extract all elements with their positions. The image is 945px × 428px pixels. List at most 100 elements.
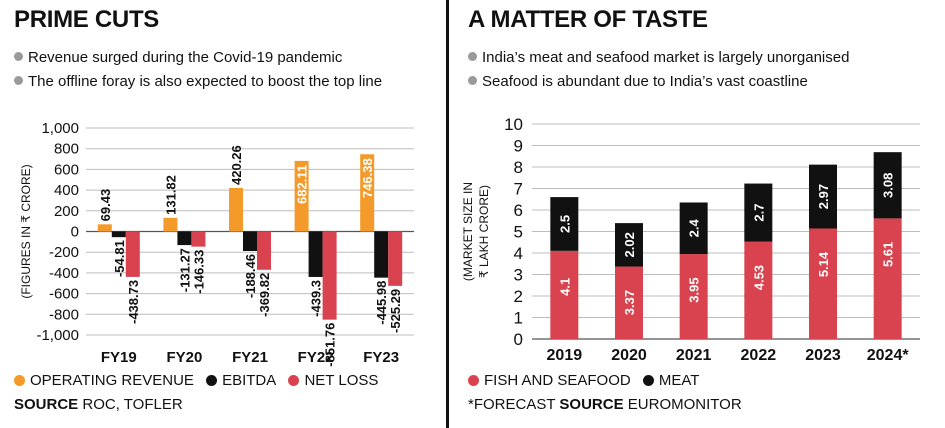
y-tick-label: 4 xyxy=(514,244,523,263)
left-bullet-2: The offline foray is also expected to bo… xyxy=(14,73,382,90)
y-axis-label: ₹ LAKH CRORE) xyxy=(477,185,491,278)
legend-swatch-fish xyxy=(468,375,479,386)
legend-label-fish: FISH AND SEAFOOD xyxy=(484,372,631,389)
y-tick-label: 3 xyxy=(514,266,523,285)
right-source: *FORECAST SOURCE EUROMONITOR xyxy=(468,396,742,413)
x-tick-label: FY21 xyxy=(232,349,268,366)
y-tick-label: 7 xyxy=(514,180,523,199)
x-tick-label: FY20 xyxy=(166,349,202,366)
bar-fish-seafood xyxy=(744,241,773,339)
y-tick-label: 400 xyxy=(54,182,79,199)
left-bullet-1: Revenue surged during the Covid-19 pande… xyxy=(14,49,342,66)
x-tick-label: FY23 xyxy=(363,349,399,366)
panel-divider xyxy=(446,0,449,428)
data-label: 3.37 xyxy=(622,290,637,315)
bar-meat xyxy=(744,183,773,242)
legend-label-ebitda: EBITDA xyxy=(222,372,277,389)
y-tick-label: 800 xyxy=(54,141,79,158)
data-label: 2.5 xyxy=(557,215,572,233)
left-source-text: ROC, TOFLER xyxy=(82,396,183,413)
legend-item-netloss: NET LOSS xyxy=(288,372,378,389)
x-tick-label: 2023 xyxy=(805,347,841,364)
bar-meat xyxy=(615,223,643,267)
right-panel: A MATTER OF TASTE India’s meat and seafo… xyxy=(450,0,945,428)
data-label: -188.46 xyxy=(243,254,258,298)
left-chart: 1,000 800 600 400 200 0 -200 -400 -600 -800 -1,000… xyxy=(19,120,414,367)
right-bullet-2-text: Seafood is abundant due to India’s vast … xyxy=(482,73,808,90)
data-label: -146.33 xyxy=(191,250,206,294)
bullet-dot-icon xyxy=(468,52,477,61)
data-label: 2.7 xyxy=(751,204,766,222)
bar-revenue xyxy=(97,224,112,232)
data-label: -369.82 xyxy=(257,273,272,317)
bar-netloss xyxy=(322,231,337,320)
y-tick-label: 200 xyxy=(54,203,79,220)
x-tick-label: 2019 xyxy=(547,347,583,364)
y-axis-label: (MARKET SIZE IN xyxy=(461,182,475,281)
right-bullet-2: Seafood is abundant due to India’s vast … xyxy=(468,73,808,90)
data-label: 2.02 xyxy=(622,232,637,257)
legend-label-netloss: NET LOSS xyxy=(304,372,379,389)
bar-fish-seafood xyxy=(809,228,837,339)
right-source-prefix: *FORECAST xyxy=(468,396,556,413)
left-bullet-2-text: The offline foray is also expected to bo… xyxy=(28,73,383,90)
data-label: -131.27 xyxy=(177,248,192,292)
bar-netloss xyxy=(125,231,140,277)
bar-meat xyxy=(679,202,708,255)
right-bullet-1: India’s meat and seafood market is large… xyxy=(468,49,849,66)
right-title: A MATTER OF TASTE xyxy=(468,6,708,33)
legend-swatch-ebitda xyxy=(206,375,218,386)
data-label: -438.73 xyxy=(126,280,141,324)
legend-item-meat: MEAT xyxy=(642,372,700,389)
y-tick-label: 600 xyxy=(54,161,79,178)
y-tick-label: 9 xyxy=(514,137,523,156)
legend-label-revenue: OPERATING REVENUE xyxy=(30,372,194,389)
y-tick-label: 0 xyxy=(514,330,523,349)
y-tick-label: 0 xyxy=(71,224,79,241)
data-label: 746.38 xyxy=(360,158,375,198)
right-bullet-1-text: India’s meat and seafood market is large… xyxy=(482,49,850,66)
data-label: 3.08 xyxy=(881,173,896,198)
left-source: SOURCE ROC, TOFLER xyxy=(14,396,183,413)
y-tick-label: 8 xyxy=(514,158,523,177)
data-label: 5.61 xyxy=(881,242,896,267)
bar-meat xyxy=(550,197,579,251)
bar-fish-seafood xyxy=(679,254,708,339)
bar-revenue xyxy=(163,217,178,232)
data-label: 2.97 xyxy=(816,184,831,209)
x-tick-label: 2021 xyxy=(676,347,712,364)
left-bullet-1-text: Revenue surged during the Covid-19 pande… xyxy=(28,49,343,66)
data-label: 3.95 xyxy=(687,277,702,302)
y-tick-label: 5 xyxy=(514,223,523,242)
legend-swatch-meat xyxy=(642,375,654,386)
legend-swatch-revenue xyxy=(14,375,25,386)
legend-item-fish: FISH AND SEAFOOD xyxy=(468,372,631,389)
data-label: -851.76 xyxy=(323,323,338,367)
bullet-dot-icon xyxy=(14,52,23,61)
y-tick-label: -200 xyxy=(49,244,79,261)
bar-meat xyxy=(809,164,837,229)
bar-netloss xyxy=(191,231,206,247)
y-tick-label: -400 xyxy=(49,265,79,282)
bar-netloss xyxy=(257,231,271,270)
legend-item-ebitda: EBITDA xyxy=(206,372,276,389)
left-panel: PRIME CUTS Revenue surged during the Cov… xyxy=(0,0,446,428)
right-source-text: EUROMONITOR xyxy=(627,396,742,413)
bar-netloss xyxy=(388,231,403,286)
x-tick-label: FY22 xyxy=(298,349,334,366)
bullet-dot-icon xyxy=(468,76,477,85)
bar-ebitda xyxy=(177,231,192,246)
y-tick-label: 6 xyxy=(514,201,523,220)
data-label: 131.82 xyxy=(163,175,178,215)
bar-revenue xyxy=(294,160,309,232)
y-axis-label: (FIGURES IN ₹ CRORE) xyxy=(19,164,33,298)
y-tick-label: -600 xyxy=(49,286,79,303)
bar-fish-seafood xyxy=(615,266,643,339)
legend-label-meat: MEAT xyxy=(658,372,700,389)
bullet-dot-icon xyxy=(14,76,23,85)
legend-swatch-netloss xyxy=(288,375,300,386)
x-tick-label: 2020 xyxy=(611,347,647,364)
x-tick-label: 2024* xyxy=(867,347,910,364)
data-label: 4.53 xyxy=(751,265,766,290)
